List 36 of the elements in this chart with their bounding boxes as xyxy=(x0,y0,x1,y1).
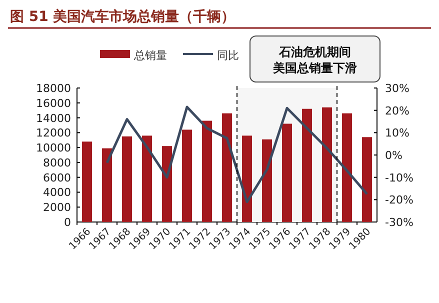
y2-tick-label: 20% xyxy=(385,104,410,118)
bar xyxy=(122,136,132,222)
y-tick-label: 0 xyxy=(64,216,71,229)
y-tick-label: 12000 xyxy=(36,126,71,140)
bar xyxy=(342,113,352,222)
y2-tick-label: 10% xyxy=(385,126,410,140)
legend-label: 总销量 xyxy=(133,49,167,62)
y2-tick-label: -10% xyxy=(385,171,414,184)
bar xyxy=(282,124,292,222)
y-tick-label: 16000 xyxy=(36,96,71,110)
y-tick-label: 8000 xyxy=(43,156,71,170)
y2-tick-label: 0% xyxy=(385,149,402,162)
bar xyxy=(162,146,172,222)
y-tick-label: 2000 xyxy=(43,201,71,214)
y-tick-label: 4000 xyxy=(43,186,71,200)
bar xyxy=(222,113,232,222)
y-tick-label: 10000 xyxy=(36,142,71,155)
bar xyxy=(102,148,112,222)
bar xyxy=(142,136,152,222)
bar xyxy=(362,137,372,222)
bar xyxy=(322,107,332,222)
bar xyxy=(242,136,252,222)
legend-label: 同比 xyxy=(217,49,239,62)
bar xyxy=(202,120,212,222)
bar xyxy=(302,108,312,222)
y-tick-label: 14000 xyxy=(36,112,71,125)
y-tick-label: 6000 xyxy=(43,171,71,184)
y2-tick-label: -20% xyxy=(385,194,414,207)
bar xyxy=(262,139,272,222)
bar xyxy=(82,142,92,222)
y2-tick-label: 30% xyxy=(385,82,410,95)
bar xyxy=(182,130,192,222)
chart-title: 图 51 美国汽车市场总销量（千辆） xyxy=(10,8,236,25)
band-label: 石油危机期间美国总销量下滑 xyxy=(272,45,357,75)
y-tick-label: 18000 xyxy=(36,82,71,95)
y2-tick-label: -30% xyxy=(385,216,414,229)
